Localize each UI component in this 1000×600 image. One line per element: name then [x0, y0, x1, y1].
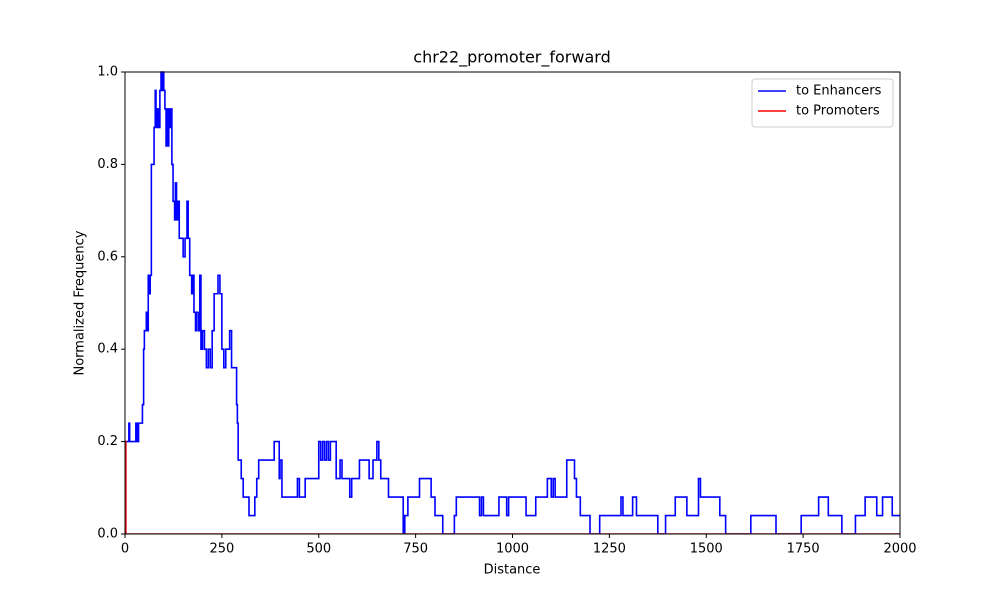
legend-label: to Enhancers: [796, 84, 882, 99]
x-axis-label: Distance: [484, 563, 541, 578]
x-tick-label: 250: [209, 542, 234, 557]
x-tick-label: 1250: [593, 542, 626, 557]
chart-title: chr22_promoter_forward: [413, 48, 610, 68]
y-tick-label: 0.2: [97, 434, 118, 449]
y-tick-label: 0.8: [97, 157, 118, 172]
x-tick-label: 1000: [496, 542, 529, 557]
y-tick-label: 0.6: [97, 249, 118, 264]
y-tick-label: 1.0: [97, 65, 118, 80]
y-tick-label: 0.0: [97, 527, 118, 542]
x-tick-label: 2000: [883, 542, 916, 557]
data-line: [125, 71, 900, 534]
y-axis-label: Normalized Frequency: [73, 230, 88, 375]
y-tick-label: 0.4: [97, 342, 118, 357]
x-tick-label: 1500: [690, 542, 723, 557]
plot-frame: [124, 71, 901, 535]
x-tick-label: 750: [403, 542, 428, 557]
x-tick-label: 1750: [787, 542, 820, 557]
x-tick-label: 500: [306, 542, 331, 557]
legend-box: [751, 78, 894, 128]
x-tick-label: 0: [121, 542, 129, 557]
legend-label: to Promoters: [796, 104, 880, 119]
